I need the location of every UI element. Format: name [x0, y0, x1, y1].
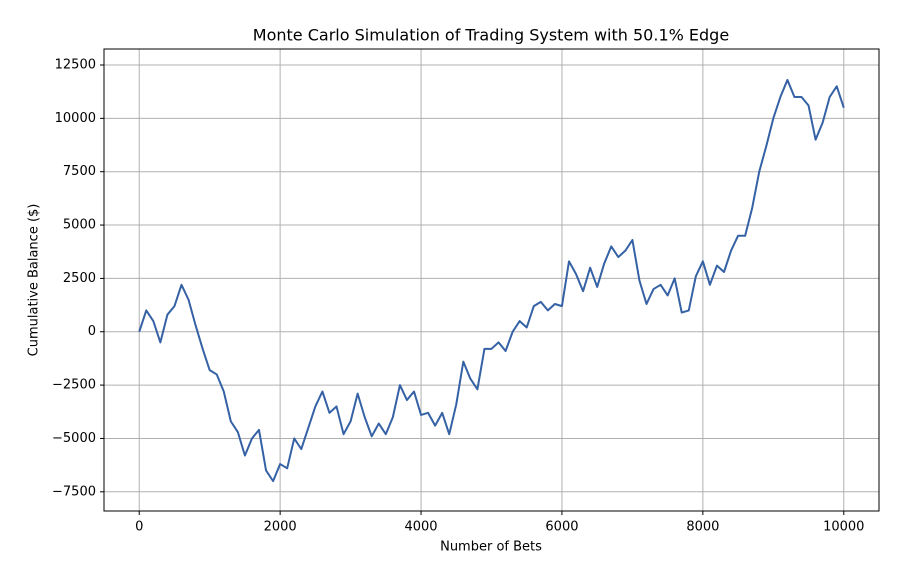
x-tick-label: 2000 [264, 520, 297, 535]
x-tick-label: 10000 [823, 520, 864, 535]
data-line [138, 78, 845, 483]
x-tick-label: 8000 [686, 520, 719, 535]
y-tick-label: −7500 [52, 484, 96, 499]
x-axis-label: Number of Bets [440, 540, 542, 555]
y-tick-label: 5000 [63, 218, 96, 233]
x-tick-label: 6000 [545, 520, 578, 535]
chart-title: Monte Carlo Simulation of Trading System… [253, 26, 729, 45]
x-tick-label: 4000 [404, 520, 437, 535]
y-tick-label: 2500 [63, 271, 96, 286]
y-tick-label: 12500 [55, 58, 96, 73]
y-tick-label: 0 [88, 324, 96, 339]
plot-frame [103, 48, 880, 512]
x-tick-label: 0 [135, 520, 143, 535]
y-axis-label: Cumulative Balance ($) [27, 204, 42, 357]
y-tick-label: 10000 [55, 111, 96, 126]
y-tick-label: −5000 [52, 431, 96, 446]
y-tick-label: −2500 [52, 378, 96, 393]
y-tick-label: 7500 [63, 164, 96, 179]
